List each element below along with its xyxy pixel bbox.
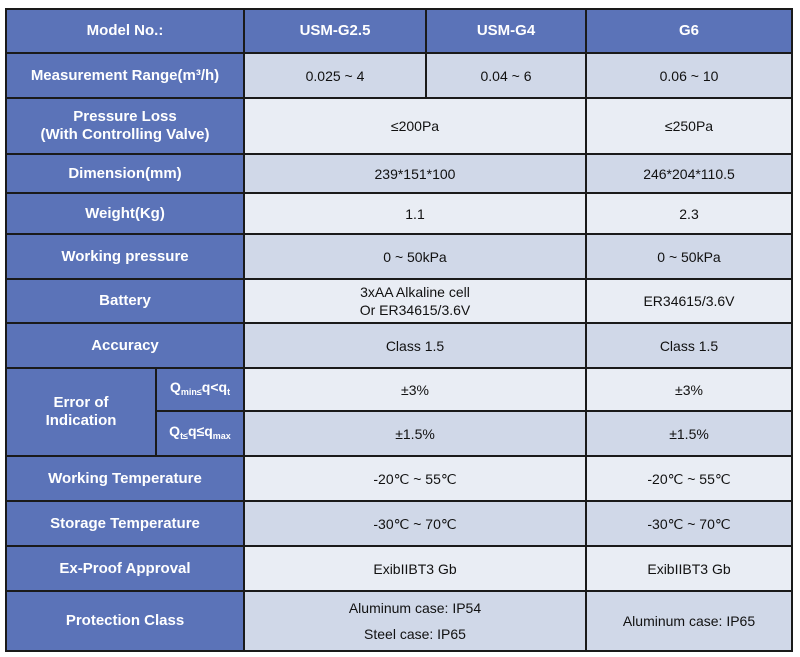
table-row: Battery 3xAA Alkaline cell Or ER34615/3.6…: [5, 278, 793, 324]
row-label: Accuracy: [5, 322, 245, 369]
cell-line: Aluminum case: IP54: [348, 600, 482, 616]
cell: 3xAA Alkaline cell Or ER34615/3.6V: [243, 278, 587, 324]
cell: ≤250Pa: [585, 97, 793, 155]
cell: ER34615/3.6V: [585, 278, 793, 324]
table-row: Working Temperature -20℃ ~ 55℃ -20℃ ~ 55…: [5, 455, 793, 502]
cell: Aluminum case: IP65: [585, 590, 793, 652]
cell: 0 ~ 50kPa: [243, 233, 587, 280]
cell: -20℃ ~ 55℃: [585, 455, 793, 502]
table-row: Ex-Proof Approval ExibIIBT3 Gb ExibIIBT3…: [5, 545, 793, 592]
table-row: Accuracy Class 1.5 Class 1.5: [5, 322, 793, 369]
cell: 239*151*100: [243, 153, 587, 194]
model-g25: USM-G2.5: [243, 8, 427, 54]
table-row: Storage Temperature -30℃ ~ 70℃ -30℃ ~ 70…: [5, 500, 793, 547]
row-label: Pressure Loss (With Controlling Valve): [5, 97, 245, 155]
row-label: Measurement Range(m³/h): [5, 52, 245, 99]
cell: Aluminum case: IP54 Steel case: IP65: [243, 590, 587, 652]
table-row: Protection Class Aluminum case: IP54 Stee…: [5, 590, 793, 652]
sub-label: Qt≤q≤qmax: [155, 410, 245, 457]
row-label: Error of Indication: [5, 367, 157, 457]
table-row: Pressure Loss (With Controlling Valve) ≤2…: [5, 97, 793, 155]
cell: 1.1: [243, 192, 587, 235]
q: Q: [169, 379, 181, 395]
row-label: Battery: [5, 278, 245, 324]
cell: ±1.5%: [243, 410, 587, 457]
sub: max: [212, 431, 231, 441]
cell: -30℃ ~ 70℃: [243, 500, 587, 547]
q: q≤q: [188, 423, 213, 439]
cell-line: Or ER34615/3.6V: [359, 302, 471, 318]
header-row: Model No.: USM-G2.5 USM-G4 G6: [5, 8, 793, 54]
cell: Class 1.5: [585, 322, 793, 369]
row-label: Working pressure: [5, 233, 245, 280]
sub: t≤: [180, 431, 188, 441]
cell: ±1.5%: [585, 410, 793, 457]
cell: -20℃ ~ 55℃: [243, 455, 587, 502]
cell: 0 ~ 50kPa: [585, 233, 793, 280]
model-g6: G6: [585, 8, 793, 54]
row-label: Weight(Kg): [5, 192, 245, 235]
table-row: Measurement Range(m³/h) 0.025 ~ 4 0.04 ~…: [5, 52, 793, 99]
cell: 246*204*110.5: [585, 153, 793, 194]
table-row: Working pressure 0 ~ 50kPa 0 ~ 50kPa: [5, 233, 793, 280]
table-row: Qt≤q≤qmax ±1.5% ±1.5%: [6, 410, 793, 457]
table-row: Error of Indication Qmin≤q<qt ±3% ±3%: [5, 367, 793, 457]
q: Q: [169, 423, 181, 439]
cell: -30℃ ~ 70℃: [585, 500, 793, 547]
label-line: Pressure Loss: [73, 108, 177, 125]
cell: ≤200Pa: [243, 97, 587, 155]
cell: 2.3: [585, 192, 793, 235]
cell: 0.06 ~ 10: [585, 52, 793, 99]
row-label: Working Temperature: [5, 455, 245, 502]
cell: ExibIIBT3 Gb: [585, 545, 793, 592]
cell: 0.025 ~ 4: [243, 52, 427, 99]
sub-label: Qmin≤q<qt: [155, 367, 245, 412]
cell: 0.04 ~ 6: [425, 52, 587, 99]
row-label: Dimension(mm): [5, 153, 245, 194]
cell: ExibIIBT3 Gb: [243, 545, 587, 592]
sub: t: [227, 387, 231, 397]
label-line: Indication: [45, 412, 117, 429]
row-label: Ex-Proof Approval: [5, 545, 245, 592]
cell: Class 1.5: [243, 322, 587, 369]
model-label: Model No.:: [5, 8, 245, 54]
label-line: (With Controlling Valve): [40, 126, 210, 143]
model-g4: USM-G4: [425, 8, 587, 54]
cell-line: 3xAA Alkaline cell: [360, 284, 470, 300]
cell: ±3%: [243, 367, 587, 412]
cell: ±3%: [585, 367, 793, 412]
row-label: Protection Class: [5, 590, 245, 652]
table-row: Dimension(mm) 239*151*100 246*204*110.5: [5, 153, 793, 194]
cell-line: Steel case: IP65: [364, 626, 466, 642]
row-label: Storage Temperature: [5, 500, 245, 547]
q: q<q: [201, 379, 228, 395]
table-row: Weight(Kg) 1.1 2.3: [5, 192, 793, 235]
sub: min≤: [180, 387, 202, 397]
spec-table: Model No.: USM-G2.5 USM-G4 G6 Measuremen…: [5, 8, 793, 652]
label-line: Error of: [53, 394, 109, 411]
